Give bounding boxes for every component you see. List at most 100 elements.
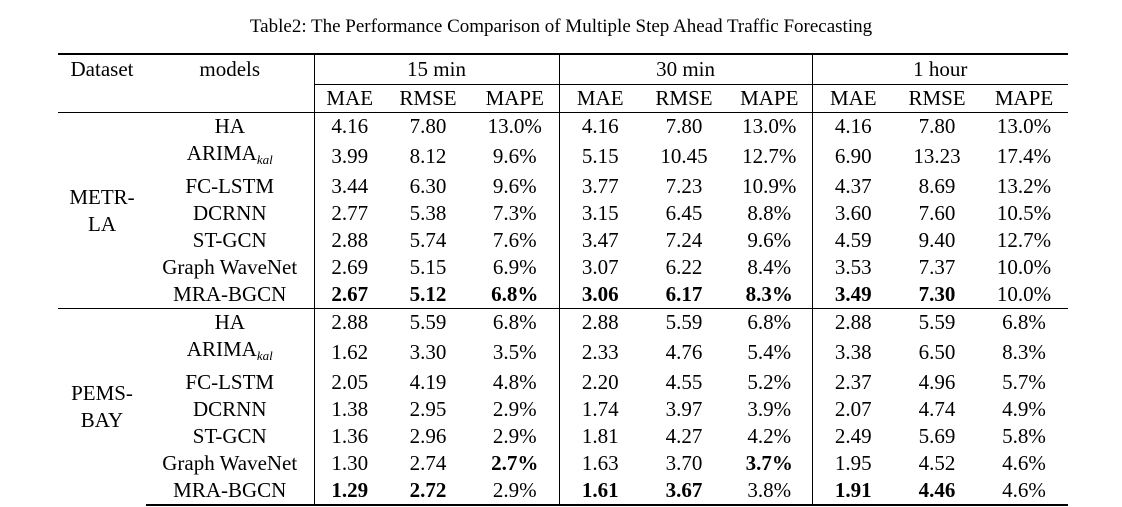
metric-value: 3.77 [581,174,619,198]
metric-value: 2.05 [331,370,369,394]
metric-value-cell: 3.38 [811,336,895,369]
metric-value-cell: 3.70 [641,450,727,477]
metric-value-cell: 4.96 [894,369,980,396]
metric-value: 1.63 [581,451,619,475]
metric-value-cell: 1.63 [558,450,642,477]
metric-value: 12.7% [996,228,1052,252]
metric-value-cell: 2.7% [471,450,559,477]
metric-value: 3.49 [834,282,872,306]
metric-value: 5.2% [747,370,792,394]
metric-value-cell: 4.74 [894,396,980,423]
table-row: FC-LSTM 3.44 6.30 9.6% 3.77 7.23 10.9% 4.37 8.69… [58,173,1068,200]
dataset-name-cell: METR- LA [58,113,146,309]
metric-value: 5.69 [918,424,956,448]
metric-value: 17.4% [996,144,1052,168]
metric-value: 3.38 [834,340,872,364]
metric-value-cell: 9.40 [894,227,980,254]
metric-value-cell: 3.99 [313,140,385,173]
model-name: ARIMA [186,337,257,361]
header-empty [146,84,314,113]
metric-value-cell: 1.61 [558,477,642,506]
metric-value: 4.2% [747,424,792,448]
metric-value-cell: 3.15 [558,200,642,227]
metric-value-cell: 10.0% [980,254,1068,281]
metric-value-cell: 2.9% [471,423,559,450]
model-name-subscript: kal [256,152,273,167]
metric-value-cell: 3.49 [811,281,895,309]
header-row-horizons: Dataset models 15 min 30 min 1 hour [58,53,1069,85]
metric-value-cell: 2.96 [385,423,471,450]
model-name: ST-GCN [192,228,267,252]
metric-value-cell: 2.74 [385,450,471,477]
metric-value-cell: 8.3% [727,281,812,309]
header-metric-rmse: RMSE [894,84,981,113]
metric-value-cell: 1.62 [313,336,385,369]
metric-value: 5.12 [409,282,447,306]
metric-value-cell: 7.30 [894,281,980,309]
metric-value-cell: 12.7% [727,140,812,173]
metric-value-cell: 4.9% [980,396,1068,423]
metric-value: 4.16 [331,114,369,138]
metric-value-cell: 2.88 [811,308,895,336]
metric-value: 1.81 [581,424,619,448]
metric-value: 8.12 [409,144,447,168]
metric-value: 5.59 [665,310,703,334]
metric-value-cell: 3.44 [313,173,385,200]
metric-value-cell: 4.27 [641,423,727,450]
metric-value: 13.0% [742,114,797,138]
metric-value-cell: 2.07 [811,396,895,423]
metric-value: 6.22 [665,255,703,279]
metric-value-cell: 1.29 [313,477,385,506]
metric-value: 9.6% [492,144,537,168]
metric-value: 7.80 [918,114,956,138]
table-row: Graph WaveNet 1.30 2.74 2.7% 1.63 3.70 3.7% 1.9… [58,450,1068,477]
metric-value: 12.7% [742,144,797,168]
metric-value: 1.29 [331,478,369,502]
metric-value-cell: 1.30 [313,450,385,477]
dataset-name-line2: LA [88,211,116,236]
header-metric-mae: MAE [313,84,385,113]
metric-value-cell: 3.8% [727,477,813,506]
metric-value-cell: 1.95 [811,450,895,477]
table-row: ST-GCN 1.36 2.96 2.9% 1.81 4.27 4.2% 2.49 5.69 5.… [58,423,1068,450]
model-name: DCRNN [192,397,267,421]
metric-value: 4.37 [834,174,872,198]
metric-value-cell: 5.59 [894,308,981,336]
metric-value-cell: 2.05 [313,369,385,396]
metric-value-cell: 6.50 [894,336,980,369]
metric-value: 6.17 [665,282,703,306]
metric-value: 4.76 [665,340,703,364]
table-row: MRA-BGCN 1.29 2.72 2.9% 1.61 3.67 3.8% 1.91 4.46… [58,477,1069,506]
metric-value-cell: 8.12 [385,140,471,173]
metric-value-cell: 4.55 [641,369,727,396]
model-name-cell: FC-LSTM [146,369,314,396]
model-name-cell: ARIMAkal [146,336,314,369]
metric-value-cell: 2.69 [313,254,385,281]
model-name-cell: MRA-BGCN [146,281,314,309]
metric-value: 4.9% [1002,397,1046,421]
dataset-name-line1: PEMS- [71,381,133,405]
metric-value: 10.0% [996,255,1052,279]
header-metric-mae: MAE [558,84,642,113]
metric-value-cell: 4.59 [811,227,895,254]
metric-value-cell: 4.76 [641,336,727,369]
metric-value-cell: 13.2% [980,173,1068,200]
metric-value: 3.97 [665,397,703,421]
metric-value: 4.6% [1002,451,1046,475]
model-name-cell: DCRNN [146,396,314,423]
metric-value-cell: 6.90 [811,140,895,173]
metric-value-cell: 13.0% [727,113,812,141]
metric-value: 2.95 [409,397,447,421]
metric-value: 2.77 [331,201,369,225]
metric-value: 3.60 [834,201,872,225]
model-name-cell: ST-GCN [146,423,314,450]
metric-value-cell: 3.97 [641,396,727,423]
header-horizon-30min: 30 min [558,53,813,85]
metric-value: 3.53 [834,255,872,279]
metric-value: 5.15 [581,144,619,168]
metric-value-cell: 3.30 [385,336,471,369]
metric-value: 5.15 [409,255,447,279]
metric-value-cell: 4.6% [980,450,1068,477]
metric-value-cell: 10.0% [980,281,1068,309]
model-name: MRA-BGCN [173,282,287,306]
